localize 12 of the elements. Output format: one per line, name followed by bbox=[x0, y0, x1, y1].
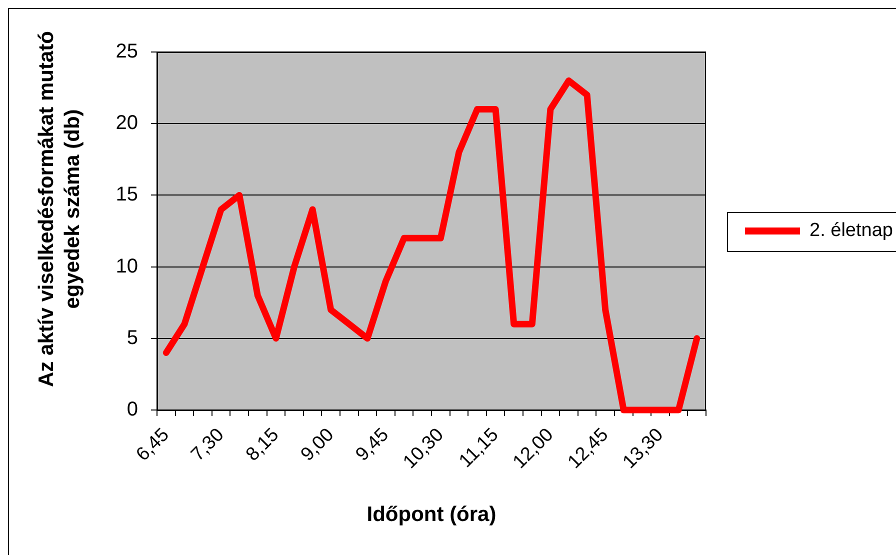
y-tick-label: 25 bbox=[116, 40, 138, 63]
y-tick-label: 5 bbox=[126, 326, 138, 349]
y-axis-title: Az aktív viselkedésformákat mutató egyedek száma (db) bbox=[34, 31, 84, 387]
x-tick-label: 6,45 bbox=[132, 424, 174, 466]
x-tick-label: 9,00 bbox=[297, 424, 338, 466]
y-tick-label: 20 bbox=[116, 112, 138, 134]
y-tick-label: 0 bbox=[126, 398, 138, 421]
y-tick-label: 15 bbox=[116, 184, 138, 206]
x-axis-title: Időpont (óra) bbox=[366, 503, 496, 526]
y-tick-label: 10 bbox=[116, 255, 138, 278]
x-tick-label: 7,30 bbox=[187, 424, 228, 466]
legend-label: 2. életnap bbox=[810, 220, 893, 242]
